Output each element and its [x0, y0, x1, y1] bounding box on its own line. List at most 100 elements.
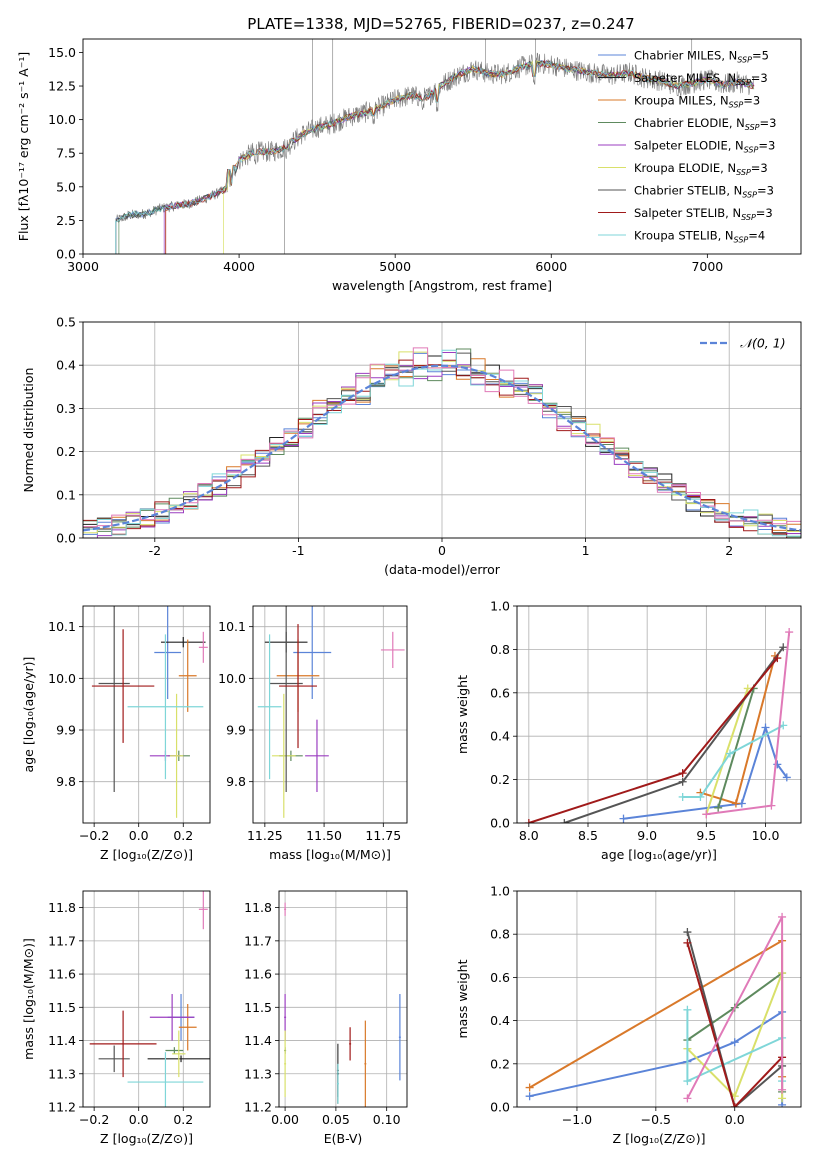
legend-sub: SSP [734, 236, 749, 245]
legend-sub: SSP [736, 168, 751, 177]
series-marker [678, 769, 687, 778]
x-tick-label: 9.5 [696, 828, 716, 843]
data-point [178, 639, 197, 712]
axes-frame [278, 890, 408, 1108]
axes: −1.0 −0.5 0.0 0.0 0.2 0.4 0.6 0.8 1.0 Z [log₁₀(Z/… [455, 884, 802, 1146]
plot-area [91, 606, 208, 818]
series-marker [761, 723, 770, 732]
series-marker [785, 628, 794, 637]
x-tick-label: 0.0 [129, 828, 149, 843]
x-tick-label: 0 [438, 543, 446, 558]
data-point [160, 637, 206, 648]
y-tick-label: 0.8 [490, 642, 510, 657]
legend-text: Salpeter STELIB, N [634, 206, 741, 220]
x-tick-label: 11.75 [365, 828, 401, 843]
x-tick-label: 9.0 [637, 828, 657, 843]
legend-label: Chabrier MILES, NSSP=5 [634, 49, 769, 65]
panel-massweight-vs-Z: −1.0 −0.5 0.0 0.0 0.2 0.4 0.6 0.8 1.0 Z [log₁₀(Z/… [455, 884, 802, 1146]
legend-label: Kroupa ELODIE, NSSP=3 [634, 161, 768, 177]
panel-massweight-vs-age: 8.0 8.5 9.0 9.5 10.0 0.0 0.2 0.4 0.6 0.8 1.0 age [l… [455, 599, 802, 862]
panel-mass-vs-ebv: 0.00 0.05 0.10 11.2 11.3 11.4 11.5 11.6 11.7 11.8… [244, 890, 408, 1146]
legend-tail: =3 [758, 139, 775, 153]
x-tick-label: 3000 [67, 259, 99, 274]
data-point [91, 629, 155, 743]
y-tick-label: 0.4 [490, 1013, 510, 1028]
legend-tail: =3 [756, 206, 773, 220]
x-axis-label: (data-model)/error [384, 562, 501, 577]
y-tick-label: 0.6 [490, 970, 510, 985]
legend-text: Chabrier STELIB, N [634, 184, 742, 198]
y-tick-label: 10.1 [218, 619, 246, 634]
series-line [682, 724, 784, 798]
x-axis-label: Z [log₁₀(Z/Z⊙)] [100, 847, 193, 862]
legend-sub: SSP [729, 101, 744, 110]
y-axis-label: mass [log₁₀(M/M⊙)] [21, 938, 36, 1060]
plot-area [284, 902, 401, 1107]
model-spectrum [165, 59, 755, 210]
series-marker [730, 1103, 739, 1107]
data-point [127, 634, 204, 780]
y-axis-label: Normed distribution [21, 368, 36, 493]
data-point [165, 1047, 184, 1054]
series-marker [767, 801, 776, 810]
y-tick-label: 11.6 [244, 967, 272, 982]
data-point [198, 891, 208, 930]
series-marker [619, 814, 628, 823]
legend-sub: SSP [736, 78, 751, 87]
axes-frame [82, 38, 802, 255]
y-tick-label: 0.2 [56, 444, 76, 459]
data-point [269, 606, 303, 792]
legend-text: Chabrier ELODIE, N [634, 116, 745, 130]
data-point [284, 1030, 287, 1098]
y-tick-label: 9.8 [226, 774, 246, 789]
plot-area [83, 347, 801, 538]
x-tick-label: 0.05 [322, 1112, 350, 1127]
x-tick-label: -2 [149, 543, 161, 558]
panel-mass-vs-Z: −0.2 0.0 0.2 11.2 11.3 11.4 11.5 11.6 11.7 11.8 Z … [21, 890, 211, 1146]
y-axis-label: mass weight [455, 959, 470, 1038]
y-tick-label: 0.2 [490, 1056, 510, 1071]
data-point [271, 693, 296, 818]
axes: 8.0 8.5 9.0 9.5 10.0 0.0 0.2 0.4 0.6 0.8 1.0 age [l… [455, 599, 802, 862]
plot-area [257, 606, 405, 818]
legend-text: Salpeter MILES, N [634, 71, 736, 85]
x-axis-label: wavelength [Angstrom, rest frame] [332, 278, 552, 293]
x-tick-label: 1 [582, 543, 590, 558]
series-marker [778, 1094, 787, 1103]
y-tick-label: 10.0 [218, 671, 246, 686]
x-tick-label: 4000 [223, 259, 255, 274]
legend-sub: SSP [744, 146, 759, 155]
y-tick-label: 0.4 [490, 729, 510, 744]
x-axis-label: Z [log₁₀(Z/Z⊙)] [100, 1131, 193, 1146]
y-tick-label: 11.6 [48, 967, 76, 982]
series-marker [696, 792, 705, 801]
axes-frame [82, 321, 802, 539]
legend-label: Kroupa MILES, NSSP=3 [634, 94, 760, 110]
legend-sub: SSP [742, 191, 757, 200]
data-point [364, 1020, 367, 1107]
plot-area [524, 628, 794, 823]
y-tick-label: 5.0 [56, 179, 76, 194]
y-tick-label: 11.2 [48, 1100, 76, 1115]
legend-text: Kroupa MILES, N [634, 94, 729, 108]
y-tick-label: 7.5 [56, 146, 76, 161]
axes: 11.25 11.50 11.75 9.8 9.9 10.0 10.1 mass [log₁₀… [218, 605, 408, 862]
x-tick-label: −0.2 [79, 828, 109, 843]
y-axis-label: mass weight [455, 675, 470, 754]
figure-title: PLATE=1338, MJD=52765, FIBERID=0237, z=0… [247, 15, 634, 33]
y-tick-label: 10.1 [48, 619, 76, 634]
series-line [686, 931, 783, 1107]
legend-tail: =5 [752, 49, 769, 63]
grid [83, 606, 210, 823]
legend-label: Salpeter MILES, NSSP=3 [634, 71, 768, 87]
y-tick-label: 11.7 [48, 933, 76, 948]
y-tick-label: 0.0 [490, 816, 510, 831]
data-point [127, 1052, 204, 1107]
data-point [279, 624, 317, 749]
data-point [349, 1027, 352, 1061]
series-line [528, 657, 779, 823]
y-tick-label: 0.0 [56, 247, 76, 262]
data-point [98, 1045, 130, 1073]
panel-age-vs-mass: 11.25 11.50 11.75 9.8 9.9 10.0 10.1 mass [log₁₀… [218, 605, 408, 862]
